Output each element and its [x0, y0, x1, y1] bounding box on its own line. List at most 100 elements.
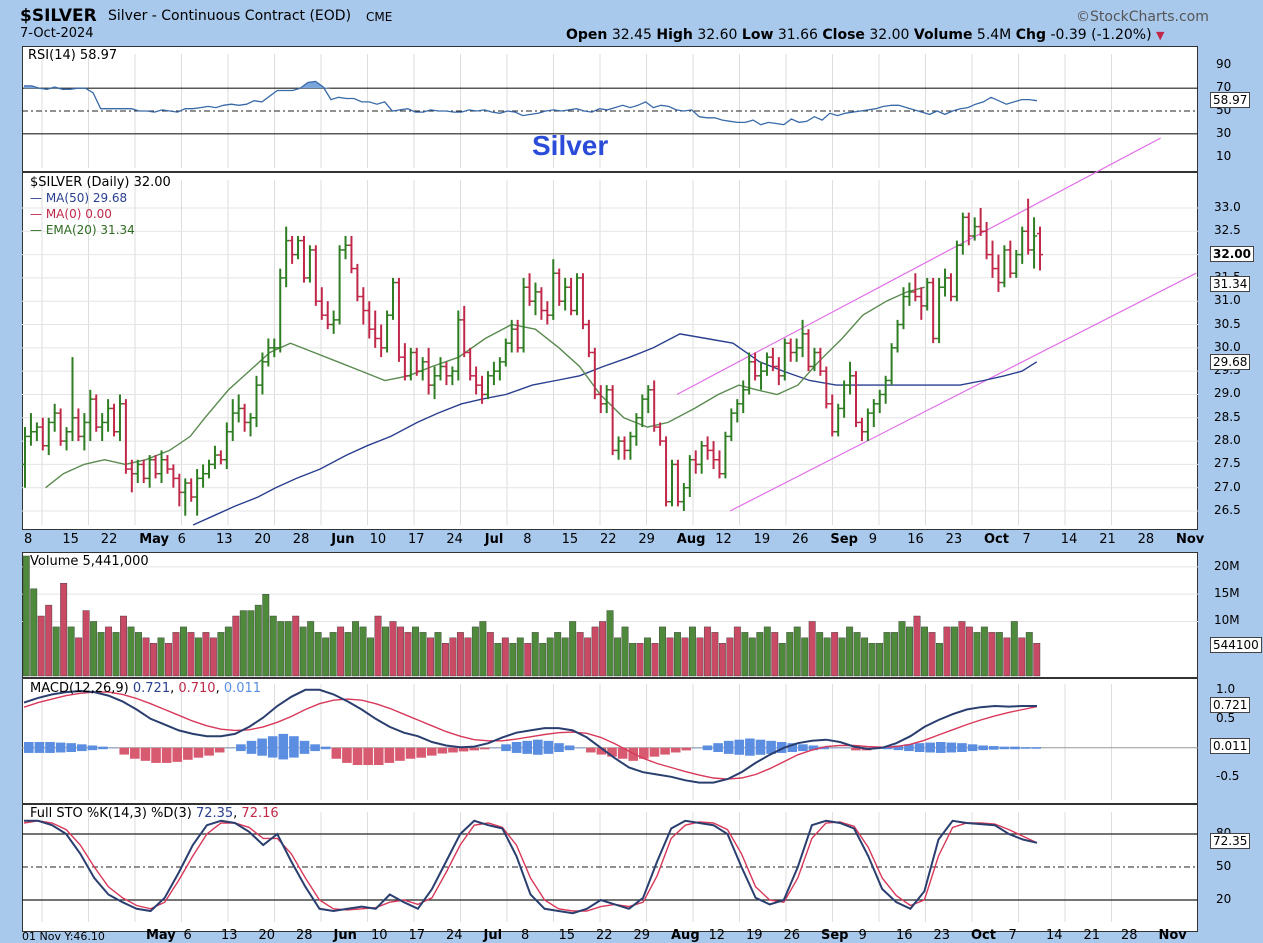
- close-label: Close: [822, 27, 865, 43]
- legend-ema20: — EMA(20) 31.34: [30, 223, 135, 237]
- x-axis-label: 15: [62, 532, 79, 547]
- volume-bar: [501, 637, 509, 677]
- price-ema-tag: 31.34: [1210, 276, 1251, 293]
- volume-bar: [239, 610, 247, 677]
- volume-bar: [486, 632, 494, 677]
- price-title: $SILVER (Daily) 32.00: [30, 175, 171, 190]
- sto-x-axis-label: 10: [371, 928, 388, 943]
- price-tick-label: 27.0: [1214, 479, 1241, 494]
- macd-histogram-bar: [511, 742, 522, 753]
- macd-histogram-bar: [193, 747, 204, 758]
- macd-histogram-bar: [882, 746, 893, 750]
- volume-bar: [718, 643, 726, 677]
- volume-bar: [397, 626, 404, 677]
- cursor-readout: 01 Nov Y:46.10: [22, 930, 105, 943]
- macd-histogram-bar: [575, 747, 586, 749]
- volume-bar: [921, 626, 928, 677]
- volume-bar: [891, 632, 898, 677]
- macd-title: MACD(12,26,9) 0.721, 0.710, 0.011: [30, 681, 262, 696]
- chg-value: -0.39 (-1.20%): [1050, 27, 1152, 43]
- volume-bar: [576, 632, 584, 677]
- volume-bar: [950, 626, 958, 677]
- sto-x-axis-label: 6: [183, 928, 192, 943]
- macd-line: [23, 688, 1037, 784]
- chart-date: 7-Oct-2024: [20, 26, 94, 41]
- macd-histogram-bar: [798, 744, 808, 752]
- volume-bar: [232, 615, 240, 677]
- macd-histogram-bar: [87, 745, 98, 751]
- macd-histogram-bar: [1020, 747, 1031, 749]
- price-tick-label: 26.5: [1214, 503, 1241, 517]
- x-axis-label: 8: [24, 532, 33, 547]
- macd-histogram-bar: [617, 747, 628, 759]
- macd-histogram-bar: [426, 747, 437, 756]
- price-tick-label: 30.5: [1214, 316, 1241, 331]
- legend-ema20-text: EMA(20) 31.34: [45, 223, 135, 237]
- volume-tick-label: 15M: [1214, 586, 1240, 601]
- macd-histogram-bar: [851, 747, 861, 751]
- brand-label[interactable]: ©StockCharts.com: [1076, 9, 1209, 25]
- volume-bar: [696, 637, 704, 677]
- volume-bar: [943, 626, 951, 677]
- volume-bar: [778, 643, 786, 677]
- volume-bar: [973, 632, 981, 677]
- volume-title: Volume 5,441,000: [30, 554, 149, 569]
- volume-bar: [703, 626, 711, 677]
- volume-bar: [688, 626, 696, 677]
- x-axis-label: 7: [1022, 532, 1031, 547]
- macd-histogram-bar: [734, 739, 745, 755]
- channel-upper-line: [676, 137, 1161, 396]
- volume-bar: [988, 632, 996, 677]
- price-tick-label: 29.0: [1214, 386, 1241, 401]
- legend-ma50-text: MA(50) 29.68: [45, 191, 128, 205]
- macd-histogram-bar: [151, 747, 161, 763]
- volume-bar: [67, 626, 75, 677]
- x-axis-label: Jul: [484, 532, 504, 547]
- volume-bar: [359, 626, 367, 677]
- volume-bar: [599, 621, 607, 677]
- sto-x-axis-label: 7: [1008, 928, 1017, 943]
- macd-histogram-bar: [681, 747, 692, 751]
- volume-bar: [509, 643, 517, 677]
- volume-bar: [995, 632, 1003, 677]
- macd-histogram-bar: [893, 745, 904, 751]
- macd-histogram-bar: [469, 747, 479, 751]
- sto-x-axis-label: 12: [708, 928, 726, 943]
- macd-histogram-bar: [840, 747, 851, 749]
- volume-bar: [202, 632, 210, 677]
- macd-histogram-bar: [140, 747, 151, 761]
- macd-histogram-bar: [267, 736, 278, 758]
- macd-histogram-bar: [490, 747, 501, 749]
- volume-bar: [659, 626, 666, 677]
- price-tick-label: 30.0: [1214, 339, 1241, 354]
- volume-bar: [726, 637, 734, 677]
- macd-histogram-bar: [342, 747, 352, 763]
- sto-last-tag: 72.35: [1210, 833, 1251, 850]
- macd-title-main: MACD(12,26,9): [30, 681, 129, 696]
- volume-bar: [561, 637, 569, 677]
- sto-title-main: Full STO %K(14,3) %D(3): [30, 806, 192, 821]
- macd-histogram-bar: [363, 747, 373, 766]
- volume-bar: [711, 632, 719, 677]
- macd-histogram-bar: [596, 747, 607, 755]
- volume-bar: [194, 637, 202, 677]
- macd-tick-label: 1.0: [1216, 681, 1236, 696]
- legend-ma0-text: MA(0) 0.00: [45, 207, 112, 221]
- x-axis-label: 16: [907, 532, 924, 547]
- volume-bar: [629, 643, 636, 677]
- macd-histogram-bar: [246, 740, 257, 754]
- macd-histogram-bar: [660, 747, 670, 755]
- volume-bar: [928, 632, 936, 677]
- x-axis-label: 29: [638, 532, 655, 547]
- macd-histogram-bar: [204, 747, 214, 756]
- macd-histogram-bar: [24, 742, 34, 753]
- sto-x-axis-label: May: [146, 928, 176, 943]
- volume-bar: [681, 637, 689, 677]
- macd-histogram-bar: [55, 742, 66, 753]
- volume-bar: [127, 626, 135, 677]
- macd-histogram-bar: [946, 742, 957, 753]
- macd-histogram-bar: [808, 745, 819, 751]
- macd-hist-tag: 0.011: [1210, 738, 1251, 755]
